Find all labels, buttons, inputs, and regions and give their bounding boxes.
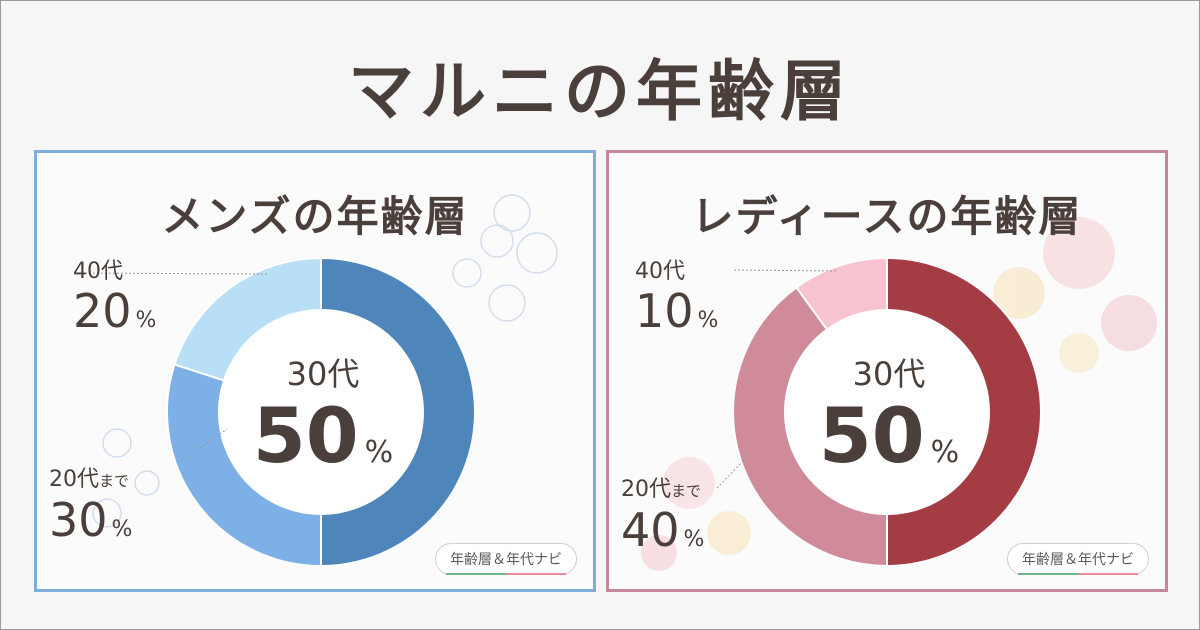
- mens-center-unit: %: [364, 435, 394, 470]
- mens-upper-label: 40代 20%: [73, 259, 156, 347]
- ladies-lower-value: 40: [621, 503, 680, 557]
- mens-center-value: 50: [252, 391, 359, 480]
- ladies-lower-category-suffix: まで: [671, 482, 702, 500]
- flower-decoration: [92, 194, 558, 528]
- mens-lower-label: 20代まで 30%: [49, 467, 132, 556]
- mens-upper-unit: %: [135, 308, 157, 333]
- donut-hole: [219, 310, 423, 514]
- ladies-upper-value: 10: [635, 284, 694, 338]
- ladies-center-category: 30代: [852, 355, 926, 393]
- ladies-upper-category: 40代: [635, 259, 685, 284]
- ladies-donut-chart: [716, 256, 1042, 568]
- ladies-center-value: 50: [818, 391, 925, 480]
- ladies-center-unit: %: [930, 435, 960, 470]
- ladies-chart-title: レディースの年齢層: [691, 192, 1083, 241]
- ladies-upper-label: 40代 10%: [635, 259, 718, 347]
- mens-chart-title: メンズの年齢層: [161, 192, 469, 241]
- mens-panel: メンズの年齢層 40代 20% 20代まで 30% 30代 50% 年齢層＆年代…: [34, 150, 596, 592]
- mens-upper-value: 20: [73, 284, 132, 338]
- ladies-upper-unit: %: [697, 308, 719, 333]
- leader-line-1: [186, 428, 228, 458]
- mens-lower-value: 30: [49, 493, 108, 547]
- mens-center-category: 30代: [286, 355, 360, 393]
- source-badge: 年齢層＆年代ナビ: [435, 543, 577, 575]
- mens-lower-category: 20代: [49, 467, 99, 492]
- leader-line-0: [733, 269, 838, 272]
- ladies-lower-label: 20代まで 40%: [621, 477, 704, 566]
- donut-slice-2: [795, 256, 888, 331]
- source-badge: 年齢層＆年代ナビ: [1007, 543, 1149, 575]
- mens-center-label: 30代 50%: [213, 349, 433, 494]
- ladies-lower-unit: %: [683, 527, 705, 552]
- flower-decoration: [641, 217, 1157, 571]
- ladies-lower-category: 20代: [621, 477, 671, 502]
- ladies-center-label: 30代 50%: [779, 349, 999, 494]
- page-title: マルニの年齢層: [348, 53, 852, 130]
- mens-donut-chart: [76, 256, 476, 568]
- mens-upper-category: 40代: [73, 259, 123, 284]
- mens-lower-unit: %: [111, 517, 133, 542]
- mens-lower-category-suffix: まで: [99, 472, 130, 490]
- donut-hole: [785, 310, 989, 514]
- ladies-panel: レディースの年齢層 40代 10% 20代まで 40% 30代 50% 年齢層＆…: [606, 150, 1168, 592]
